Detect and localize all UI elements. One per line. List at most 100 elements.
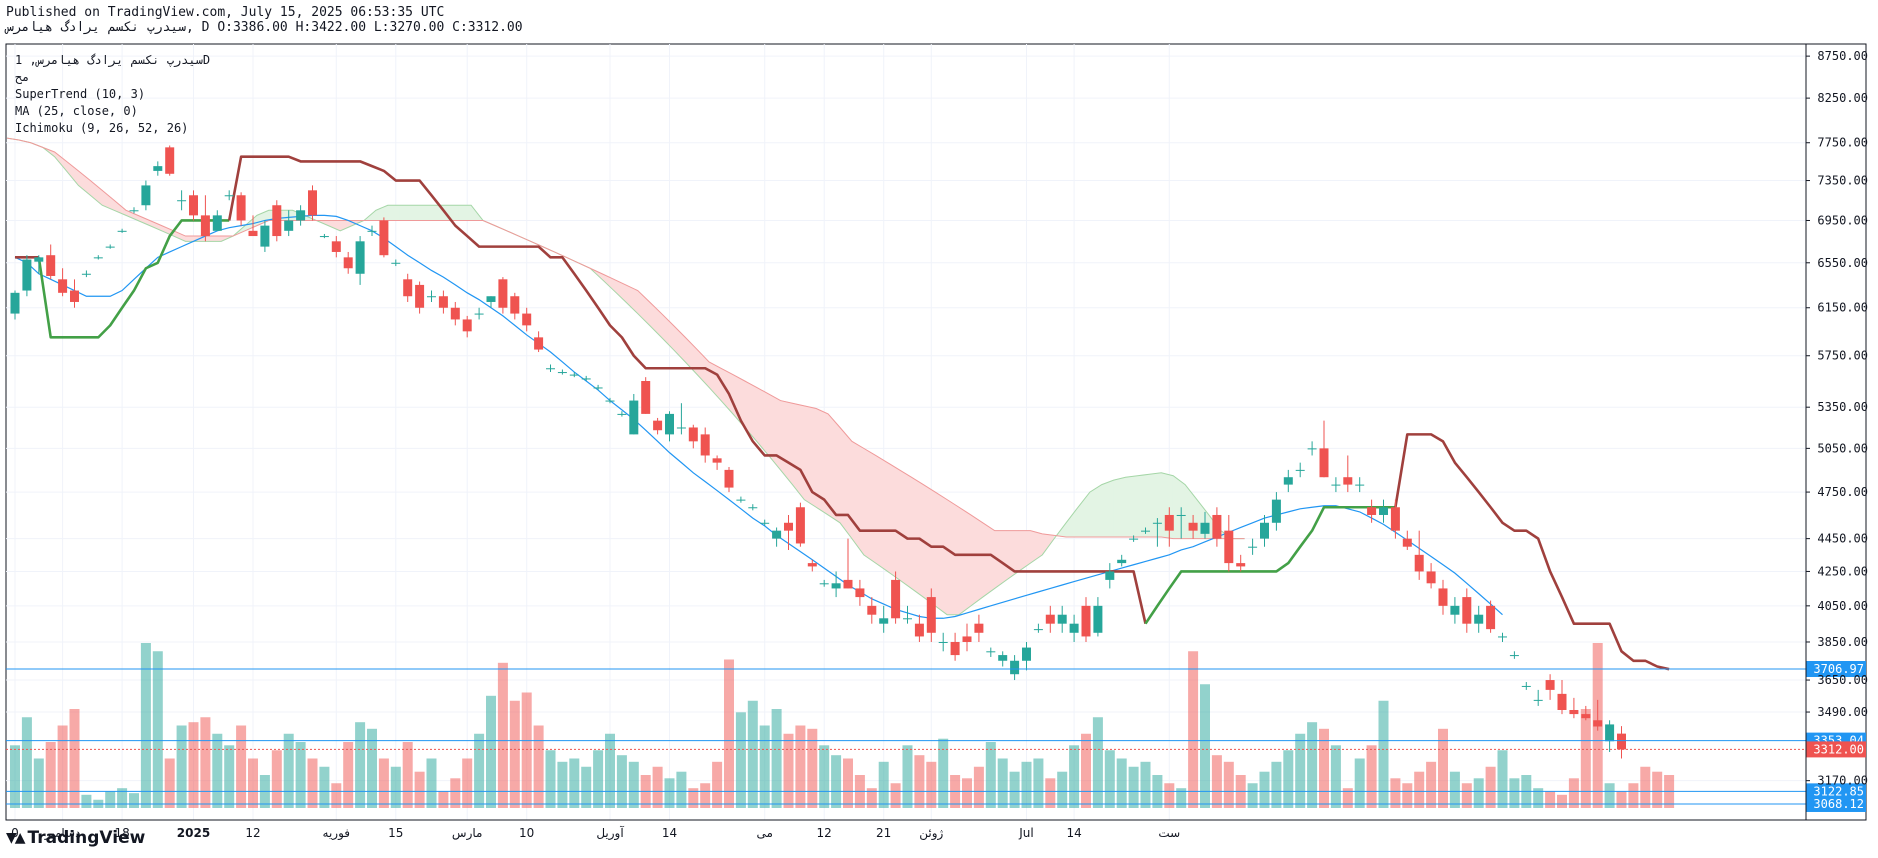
- candle-body: [1533, 699, 1543, 701]
- ichimoku-cloud: [6, 137, 1245, 616]
- volume-bar: [688, 788, 699, 808]
- volume-bar: [212, 733, 223, 808]
- candle-body: [367, 230, 377, 232]
- candle-body: [1212, 514, 1222, 539]
- candle-body: [903, 618, 912, 620]
- volume-bar: [1128, 766, 1139, 808]
- candle-body: [1081, 605, 1091, 637]
- candle-body: [189, 195, 198, 216]
- cloud-segment: [982, 522, 996, 598]
- volume-bar: [605, 733, 615, 808]
- price-tick-label: 4050.00: [1817, 599, 1868, 613]
- volume-bar: [1378, 700, 1389, 808]
- price-tick-label: 3170.00: [1817, 774, 1868, 788]
- candle-body: [1569, 709, 1579, 715]
- candle-body: [1248, 546, 1258, 548]
- candle-body: [403, 279, 413, 297]
- volume-bar: [402, 742, 413, 808]
- volume-bar: [1259, 771, 1270, 808]
- symbol-ohlc-line: سیدرپ نکسم یرادگ هیامرس, D O:3386.00 H:3…: [6, 20, 523, 35]
- volume-bar: [1390, 778, 1401, 808]
- price-tag-label: 3068.12: [1813, 797, 1864, 811]
- candle-body: [46, 255, 56, 276]
- volume-bar: [188, 722, 199, 808]
- legend-supertrend[interactable]: SuperTrend (10, 3): [15, 87, 146, 101]
- legend-ma[interactable]: MA (25, close, 0): [15, 104, 138, 118]
- volume-bar: [747, 700, 758, 808]
- candle-body: [1319, 448, 1329, 478]
- chart-legend: سیدرپ نکسم یرادگ هیامرس, 1D مح SuperTren…: [15, 52, 210, 137]
- time-tick-label: 2025: [177, 826, 210, 840]
- candle-body: [58, 279, 68, 293]
- volume-bar: [771, 709, 782, 808]
- candle-body: [308, 190, 317, 216]
- volume-bar: [1009, 771, 1020, 808]
- candle-body: [1521, 685, 1531, 687]
- volume-bar: [33, 758, 44, 808]
- volume-bar: [1223, 761, 1234, 808]
- volume-bar: [593, 750, 604, 808]
- price-tick-label: 7350.00: [1817, 174, 1868, 188]
- candle-body: [1295, 469, 1305, 471]
- volume-bar: [676, 771, 687, 808]
- supertrend-line: [15, 155, 1670, 671]
- candle-body: [1176, 514, 1186, 516]
- volume-bar: [1211, 755, 1222, 808]
- volume-bar: [378, 758, 389, 808]
- candle-body: [843, 579, 853, 589]
- candle-body: [1402, 538, 1412, 547]
- volume-bar: [914, 755, 925, 808]
- candle-body: [117, 230, 127, 232]
- volume-bar: [1580, 709, 1591, 808]
- volume-bar: [1092, 717, 1103, 808]
- cloud-segment: [911, 476, 924, 598]
- candle-body: [379, 220, 389, 256]
- tradingview-logo[interactable]: ▼▲ TradingView: [6, 828, 145, 848]
- candle-body: [557, 372, 567, 374]
- candle-body: [1117, 559, 1127, 564]
- price-tick-label: 8250.00: [1817, 91, 1868, 105]
- candle-body: [581, 378, 591, 380]
- volume-bar: [1188, 651, 1199, 808]
- volume-bar: [569, 758, 580, 808]
- cloud-segment: [792, 402, 805, 501]
- volume-bar: [319, 766, 330, 808]
- candle-body: [712, 458, 722, 463]
- candle-body: [1557, 693, 1567, 710]
- candle-body: [950, 641, 960, 656]
- cloud-segment: [1149, 472, 1162, 538]
- candle-body: [641, 381, 651, 414]
- candle-body: [724, 469, 734, 488]
- tradingview-logo-text: TradingView: [27, 828, 146, 848]
- price-tick-label: 4750.00: [1817, 485, 1868, 499]
- volume-bar: [1200, 684, 1210, 808]
- volume-bar: [10, 745, 20, 808]
- candle-body: [1355, 484, 1365, 486]
- price-tag-label: 3706.97: [1813, 662, 1864, 676]
- candle-body: [879, 618, 889, 624]
- legend-subtitle: مح: [15, 70, 30, 84]
- supertrend-down-path: [227, 155, 1147, 624]
- cloud-segment: [209, 235, 222, 242]
- candle-body: [415, 284, 425, 308]
- volume-bar: [831, 755, 842, 808]
- cloud-segment: [863, 447, 877, 564]
- candle-body: [1450, 605, 1460, 615]
- volume-bar: [878, 761, 889, 808]
- candle-body: [522, 313, 532, 326]
- volume-bar: [985, 742, 996, 808]
- cloud-segment: [1125, 475, 1138, 538]
- volume-bar: [343, 742, 354, 808]
- volume-bar: [497, 662, 508, 808]
- candle-body: [760, 522, 770, 524]
- candle-body: [676, 427, 686, 429]
- candle-body: [22, 259, 32, 291]
- legend-ichimoku[interactable]: Ichimoku (9, 26, 52, 26): [15, 121, 189, 135]
- volume-bar: [176, 725, 187, 808]
- volume-bar: [224, 745, 235, 808]
- volume-bar: [890, 783, 901, 808]
- volume-bar: [1485, 766, 1496, 808]
- candle-body: [1474, 614, 1484, 624]
- price-tag: [1806, 741, 1866, 758]
